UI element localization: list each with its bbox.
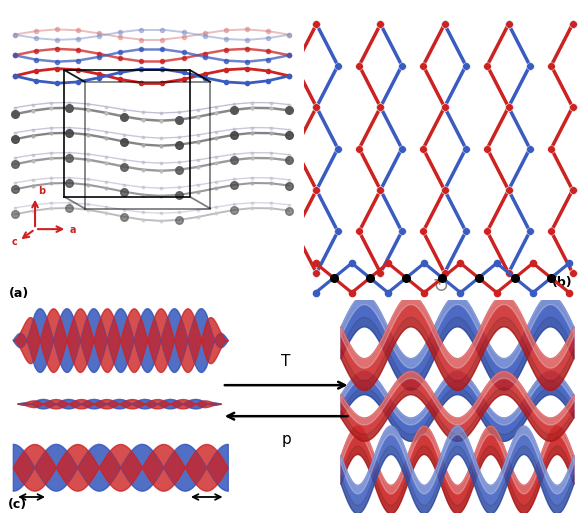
Text: ↻: ↻ (432, 277, 449, 296)
Text: (b): (b) (552, 276, 573, 290)
Text: T: T (281, 354, 291, 370)
Text: p: p (281, 432, 291, 447)
Text: (c): (c) (8, 497, 27, 511)
Text: (a): (a) (9, 287, 29, 300)
Text: c: c (12, 237, 18, 247)
Text: a: a (70, 225, 77, 235)
Text: b: b (38, 186, 45, 196)
